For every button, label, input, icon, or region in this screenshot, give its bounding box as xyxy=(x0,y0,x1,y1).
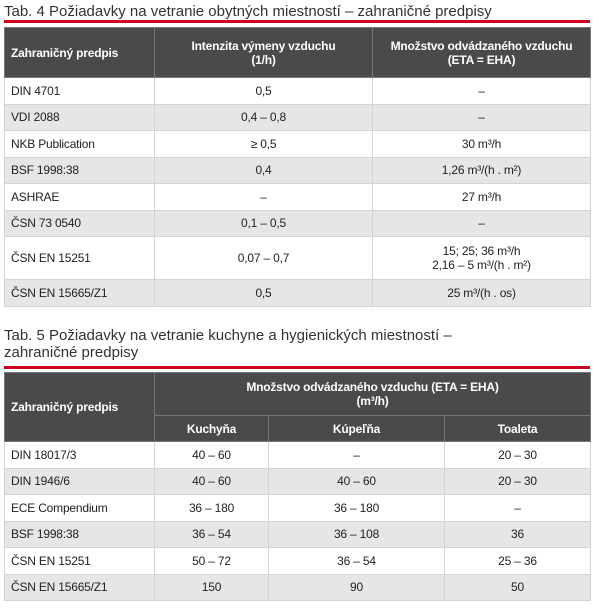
title-line: zahraničné predpisy xyxy=(4,344,139,361)
header-cell: Intenzita výmeny vzduchu (1/h) xyxy=(154,27,373,78)
cell: ČSN EN 15665/Z1 xyxy=(4,279,155,307)
header-cell: Kuchyňa xyxy=(154,415,269,442)
row: NKB Publication ≥ 0,5 30 m³/h xyxy=(4,130,591,158)
cell: 150 xyxy=(154,573,269,601)
cell: 0,4 xyxy=(154,156,373,184)
row: ČSN EN 15251 50 – 72 36 – 54 25 – 36 xyxy=(4,547,591,575)
cell-line: Množstvo odvádzaného vzduchu (ETA = EHA) xyxy=(246,380,499,394)
cell: ČSN EN 15251 xyxy=(4,236,155,280)
rule xyxy=(4,366,590,369)
cell: 20 – 30 xyxy=(444,467,591,495)
header-cell: Kúpeľňa xyxy=(268,415,445,442)
cell: – xyxy=(372,103,591,131)
cell: ECE Compendium xyxy=(4,494,155,522)
cell: – xyxy=(372,209,591,237)
table: Zahraničný predpis Množstvo odvádzaného v… xyxy=(4,372,591,601)
cell: 25 – 36 xyxy=(444,547,591,575)
cell: ČSN EN 15665/Z1 xyxy=(4,573,155,601)
row: VDI 2088 0,4 – 0,8– xyxy=(4,103,591,131)
cell: ASHRAE xyxy=(4,183,155,211)
row: ČSN EN 15251 0,07 – 0,7 15; 25; 36 m³/h 2,1… xyxy=(4,236,591,280)
cell: 20 – 30 xyxy=(444,441,591,469)
cell-line: 15; 25; 36 m³/h xyxy=(442,244,521,258)
table-title: Tab. 5 Požiadavky na vetranie kuchyne a … xyxy=(4,327,452,361)
row: ASHRAE –27 m³/h xyxy=(4,183,591,211)
cell: 90 xyxy=(268,573,445,601)
cell: 50 – 72 xyxy=(154,547,269,575)
cell: 25 m³/(h . os) xyxy=(372,279,591,307)
row: DIN 18017/3 40 – 60–20 – 30 xyxy=(4,441,591,469)
table-title: Tab. 4 Požiadavky na vetranie obytných m… xyxy=(4,3,492,20)
cell: 40 – 60 xyxy=(154,467,269,495)
cell: 36 – 108 xyxy=(268,520,445,548)
cell: DIN 18017/3 xyxy=(4,441,155,469)
cell: DIN 1946/6 xyxy=(4,467,155,495)
cell: 36 – 54 xyxy=(268,547,445,575)
cell: ČSN 73 0540 xyxy=(4,209,155,237)
header-cell: Toaleta xyxy=(444,415,591,442)
rule xyxy=(4,20,590,23)
cell: BSF 1998:38 xyxy=(4,520,155,548)
cell: VDI 2088 xyxy=(4,103,155,131)
cell: 0,1 – 0,5 xyxy=(154,209,373,237)
row: ČSN EN 15665/Z1 150 90 50 xyxy=(4,573,591,601)
title-line: Tab. 5 Požiadavky na vetranie kuchyne a … xyxy=(4,327,452,344)
row: ČSN 73 0540 0,1 – 0,5– xyxy=(4,209,591,237)
cell: 36 – 180 xyxy=(268,494,445,522)
cell: 27 m³/h xyxy=(372,183,591,211)
cell: BSF 1998:38 xyxy=(4,156,155,184)
cell: – xyxy=(154,183,373,211)
cell: 0,5 xyxy=(154,77,373,105)
cell: 36 xyxy=(444,520,591,548)
cell: – xyxy=(444,494,591,522)
header-row: Zahraničný predpis Množstvo odvádzaného v… xyxy=(4,372,591,442)
cell: DIN 4701 xyxy=(4,77,155,105)
cell: 40 – 60 xyxy=(268,467,445,495)
header-row: Zahraničný predpis Intenzita výmeny vzduc… xyxy=(4,27,591,78)
table: Zahraničný predpis Intenzita výmeny vzduc… xyxy=(4,27,591,307)
cell: 40 – 60 xyxy=(154,441,269,469)
header-cell: Množstvo odvádzaného vzduchu (ETA = EHA) xyxy=(372,27,591,78)
cell: 1,26 m³/(h . m²) xyxy=(372,156,591,184)
cell: 0,5 xyxy=(154,279,373,307)
cell: 50 xyxy=(444,573,591,601)
row: ČSN EN 15665/Z1 0,5 25 m³/(h . os) xyxy=(4,279,591,307)
cell: 0,07 – 0,7 xyxy=(154,236,373,280)
row: BSF 1998:38 36 – 54 36 – 108 36 xyxy=(4,520,591,548)
cell: NKB Publication xyxy=(4,130,155,158)
header-cell: Množstvo odvádzaného vzduchu (ETA = EHA)… xyxy=(154,372,591,416)
row: BSF 1998:38 0,4 1,26 m³/(h . m²) xyxy=(4,156,591,184)
row: DIN 4701 0,5– xyxy=(4,77,591,105)
cell-line: (ETA = EHA) xyxy=(447,52,516,67)
cell: – xyxy=(268,441,445,469)
row: DIN 1946/6 40 – 60 40 – 60 20 – 30 xyxy=(4,467,591,495)
header-row: Kuchyňa Kúpeľňa Toaleta xyxy=(5,415,591,442)
cell: 36 – 54 xyxy=(154,520,269,548)
cell-line: (m³/h) xyxy=(356,394,389,408)
cell: 15; 25; 36 m³/h 2,16 – 5 m³/(h . m²) xyxy=(372,236,591,280)
cell-line: 2,16 – 5 m³/(h . m²) xyxy=(432,258,531,272)
cell: – xyxy=(372,77,591,105)
cell-line: Množstvo odvádzaného vzduchu xyxy=(390,38,573,53)
cell: 30 m³/h xyxy=(372,130,591,158)
row: ECE Compendium 36 – 180 36 – 180– xyxy=(4,494,591,522)
cell: ≥ 0,5 xyxy=(154,130,373,158)
cell: 36 – 180 xyxy=(154,494,269,522)
cell-line: (1/h) xyxy=(251,52,276,67)
header-cell: Zahraničný predpis xyxy=(4,372,155,442)
cell: 0,4 – 0,8 xyxy=(154,103,373,131)
cell-line: Intenzita výmeny vzduchu xyxy=(191,38,336,53)
header-cell: Zahraničný predpis xyxy=(4,27,155,78)
cell: ČSN EN 15251 xyxy=(4,547,155,575)
